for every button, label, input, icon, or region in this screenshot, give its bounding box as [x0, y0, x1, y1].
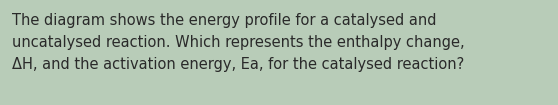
Text: The diagram shows the energy profile for a catalysed and
uncatalysed reaction. W: The diagram shows the energy profile for… [12, 13, 465, 72]
